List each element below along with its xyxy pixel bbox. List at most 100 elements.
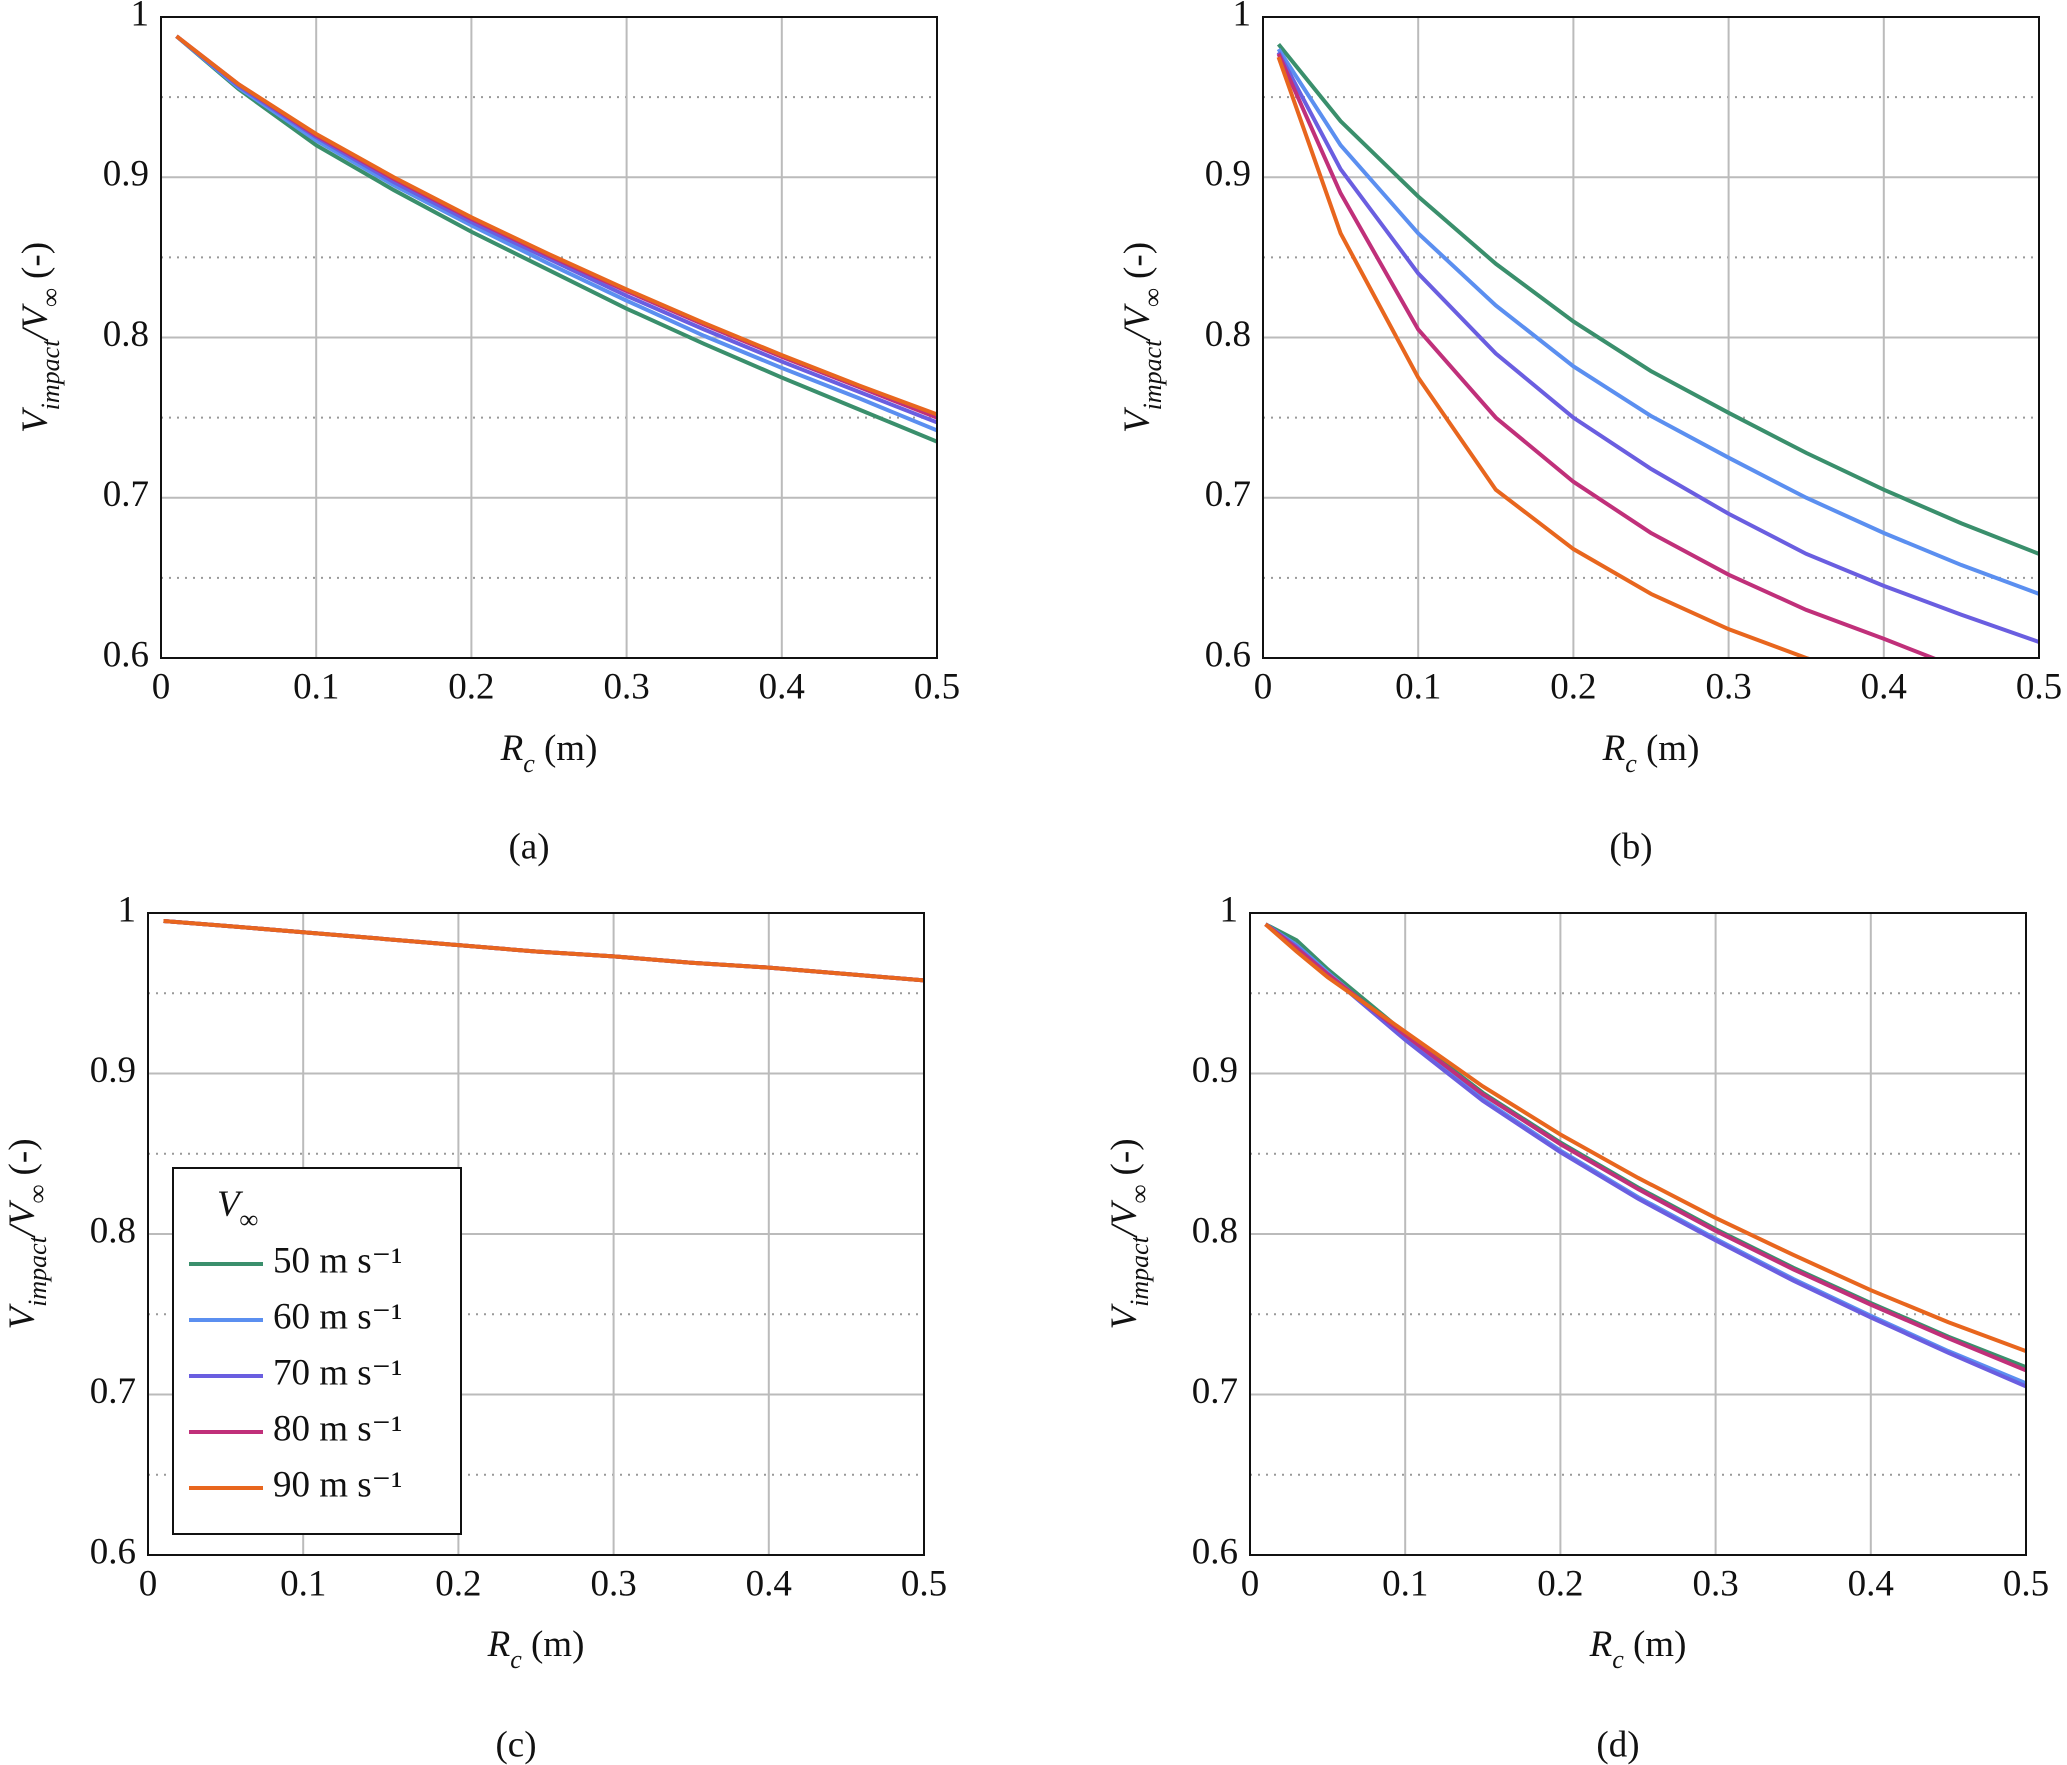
panel-caption: (b) <box>1609 826 1652 867</box>
y-axis-label: Vimpact/V∞ (-) <box>15 242 65 433</box>
x-tick-label: 0.2 <box>1537 1563 1583 1604</box>
label-part: c <box>523 749 535 778</box>
panel-caption: (a) <box>508 826 549 867</box>
y-tick-label: 0.7 <box>1205 474 1251 515</box>
x-tick-label: 0.4 <box>746 1563 792 1604</box>
x-tick-label: 0.5 <box>914 666 960 707</box>
x-axis-label: Rc (m) <box>500 728 598 778</box>
label-part: V <box>1104 1303 1145 1330</box>
label-part: /V <box>1104 1199 1145 1238</box>
label-part: R <box>500 728 524 769</box>
y-tick-label: 1 <box>1220 889 1239 930</box>
panel-caption: (c) <box>495 1724 536 1765</box>
y-tick-label: 1 <box>131 0 150 34</box>
series-line <box>175 34 937 420</box>
legend-box <box>172 1167 462 1535</box>
x-tick-label: 0.3 <box>590 1563 636 1604</box>
x-tick-label: 0.4 <box>759 666 805 707</box>
y-tick-label: 0.9 <box>1205 154 1251 195</box>
label-part: (m) <box>1624 1624 1687 1665</box>
y-tick-label: 0.6 <box>90 1531 136 1572</box>
x-tick-label: 0.1 <box>293 666 339 707</box>
label-part: V <box>217 1184 244 1225</box>
legend-label: 70 m s⁻¹ <box>273 1352 402 1393</box>
y-tick-label: 0.7 <box>90 1371 136 1412</box>
chart-panel: 0 0.1 0.2 0.3 0.4 0.5 0.6 0.7 0.8 0.9 1 Rc (m) Vimpa… <box>1104 889 2049 1765</box>
label-part: V <box>2 1303 43 1330</box>
label-part: /V <box>1117 302 1158 341</box>
x-tick-label: 0.2 <box>1550 666 1596 707</box>
y-tick-label: 0.9 <box>103 154 149 195</box>
x-tick-label: 0.2 <box>448 666 494 707</box>
x-tick-label: 0.2 <box>435 1563 481 1604</box>
x-tick-label: 0 <box>139 1563 158 1604</box>
label-part: (m) <box>535 728 598 769</box>
label-part: c <box>510 1645 522 1674</box>
label-part: (-) <box>1104 1138 1145 1184</box>
x-tick-label: 0 <box>152 666 171 707</box>
label-part: ∞ <box>36 288 65 307</box>
legend-label: 90 m s⁻¹ <box>273 1464 402 1505</box>
label-part: c <box>1625 749 1637 778</box>
label-part: (-) <box>15 242 56 288</box>
label-part: R <box>1602 728 1626 769</box>
label-part: impact <box>1138 339 1167 411</box>
x-tick-label: 0.5 <box>901 1563 947 1604</box>
series-line <box>175 34 937 444</box>
y-tick-label: 0.8 <box>1205 314 1251 355</box>
x-tick-label: 0.3 <box>1705 666 1751 707</box>
x-axis-label: Rc (m) <box>487 1624 585 1674</box>
plot-frame <box>1249 912 2027 1556</box>
label-part: (-) <box>1117 242 1158 288</box>
y-tick-label: 0.6 <box>1192 1531 1238 1572</box>
label-part: R <box>1589 1624 1613 1665</box>
y-tick-label: 0.7 <box>103 474 149 515</box>
label-part: (m) <box>522 1624 585 1665</box>
label-part: (-) <box>2 1138 43 1184</box>
y-axis-label: Vimpact/V∞ (-) <box>2 1138 52 1329</box>
plot-frame <box>147 912 925 1556</box>
x-tick-label: 0.3 <box>603 666 649 707</box>
x-tick-label: 0.5 <box>2016 666 2062 707</box>
y-axis-label: Vimpact/V∞ (-) <box>1104 1138 1154 1329</box>
series-line <box>1276 51 2039 644</box>
plot-frame <box>160 16 938 659</box>
label-part: impact <box>36 339 65 411</box>
series-line <box>1276 42 2039 556</box>
label-part: ∞ <box>1125 1185 1154 1204</box>
chart-panel: 0 0.1 0.2 0.3 0.4 0.5 0.6 0.7 0.8 0.9 1 Rc (m) Vimpa… <box>2 889 947 1765</box>
legend-label: 60 m s⁻¹ <box>273 1296 402 1337</box>
x-tick-label: 0.4 <box>1848 1563 1894 1604</box>
series-line <box>1276 53 1939 658</box>
series-line <box>175 34 937 425</box>
y-tick-label: 1 <box>1233 0 1252 34</box>
y-tick-label: 0.8 <box>1192 1210 1238 1251</box>
y-tick-label: 1 <box>118 889 137 930</box>
x-tick-label: 0 <box>1254 666 1273 707</box>
chart-panel: 0 0.1 0.2 0.3 0.4 0.5 0.6 0.7 0.8 0.9 1 Rc (m) Vimpa… <box>1117 0 2062 867</box>
x-axis-label: Rc (m) <box>1602 728 1700 778</box>
chart-panel: 0 0.1 0.2 0.3 0.4 0.5 0.6 0.7 0.8 0.9 1 Rc (m) Vimpa… <box>15 0 960 867</box>
x-tick-label: 0.3 <box>1692 1563 1738 1604</box>
y-tick-label: 0.6 <box>103 634 149 675</box>
series-line <box>1276 47 2039 596</box>
x-tick-label: 0.1 <box>280 1563 326 1604</box>
legend: V∞ 50 m s⁻¹ 60 m s⁻¹ 70 m s⁻¹ 80 m s⁻¹ 90 m s… <box>172 1167 462 1535</box>
plot-frame <box>1262 16 2040 659</box>
label-part: R <box>487 1624 511 1665</box>
series-line <box>1264 922 2026 1370</box>
label-part: ∞ <box>1138 288 1167 307</box>
series-line <box>1264 922 2026 1354</box>
series-line <box>1264 922 2026 1373</box>
label-part: V <box>15 406 56 433</box>
y-tick-label: 0.9 <box>90 1050 136 1091</box>
label-part: ∞ <box>23 1185 52 1204</box>
y-tick-label: 0.7 <box>1192 1371 1238 1412</box>
y-axis-label: Vimpact/V∞ (-) <box>1117 242 1167 433</box>
series-line <box>175 34 937 417</box>
label-part: ∞ <box>240 1205 259 1234</box>
label-part: /V <box>2 1199 43 1238</box>
legend-label: 80 m s⁻¹ <box>273 1408 402 1449</box>
series-line <box>175 34 937 433</box>
y-tick-label: 0.9 <box>1192 1050 1238 1091</box>
